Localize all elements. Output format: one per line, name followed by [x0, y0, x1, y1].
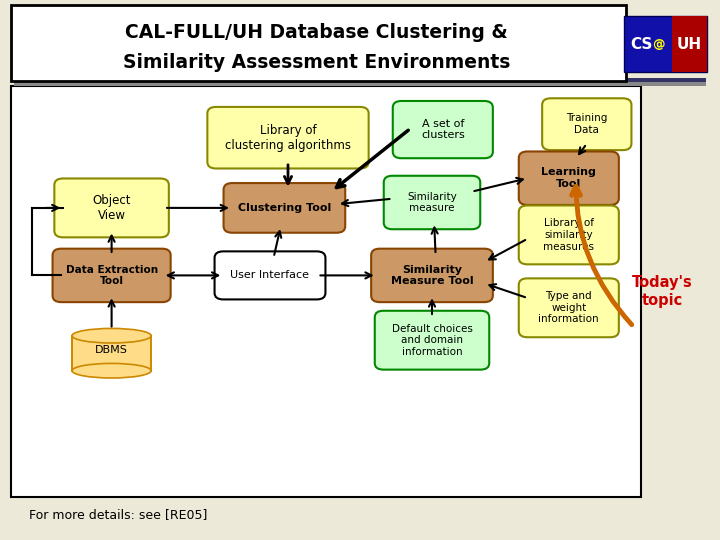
- Ellipse shape: [72, 328, 151, 343]
- Text: Training
Data: Training Data: [566, 113, 608, 135]
- FancyBboxPatch shape: [518, 151, 619, 205]
- FancyBboxPatch shape: [223, 183, 346, 233]
- Text: Today's
topic: Today's topic: [632, 275, 693, 308]
- Text: Library of
similarity
measures: Library of similarity measures: [544, 218, 594, 252]
- Text: UH: UH: [677, 37, 702, 52]
- FancyBboxPatch shape: [384, 176, 480, 229]
- Text: @: @: [652, 38, 665, 51]
- Text: Library of
clustering algorithms: Library of clustering algorithms: [225, 124, 351, 152]
- FancyBboxPatch shape: [672, 16, 707, 72]
- Text: Learning
Tool: Learning Tool: [541, 167, 596, 189]
- FancyBboxPatch shape: [372, 248, 492, 302]
- FancyBboxPatch shape: [518, 279, 619, 337]
- Text: A set of
clusters: A set of clusters: [421, 119, 464, 140]
- Text: Similarity Assessment Environments: Similarity Assessment Environments: [123, 52, 510, 72]
- FancyBboxPatch shape: [53, 248, 171, 302]
- Ellipse shape: [72, 363, 151, 378]
- Text: Default choices
and domain
information: Default choices and domain information: [392, 323, 472, 357]
- Bar: [14, 78, 706, 82]
- FancyBboxPatch shape: [207, 107, 369, 168]
- Text: DBMS: DBMS: [95, 345, 128, 355]
- Text: Object
View: Object View: [92, 194, 131, 222]
- Text: Similarity
Measure Tool: Similarity Measure Tool: [391, 265, 473, 286]
- FancyBboxPatch shape: [215, 252, 325, 299]
- Bar: [72, 336, 151, 370]
- FancyBboxPatch shape: [393, 101, 492, 158]
- FancyBboxPatch shape: [518, 206, 619, 265]
- FancyBboxPatch shape: [624, 16, 707, 72]
- FancyBboxPatch shape: [374, 311, 490, 369]
- Text: User Interface: User Interface: [230, 271, 310, 280]
- Text: Data Extraction
Tool: Data Extraction Tool: [66, 265, 158, 286]
- Bar: [14, 82, 706, 86]
- FancyBboxPatch shape: [55, 178, 168, 238]
- Text: CS: CS: [631, 37, 653, 52]
- FancyBboxPatch shape: [542, 98, 631, 150]
- Text: Type and
weight
information: Type and weight information: [539, 291, 599, 325]
- Text: CAL-FULL/UH Database Clustering &: CAL-FULL/UH Database Clustering &: [125, 23, 508, 42]
- Text: For more details: see [RE05]: For more details: see [RE05]: [29, 508, 207, 521]
- FancyBboxPatch shape: [11, 86, 641, 497]
- Text: Similarity
measure: Similarity measure: [407, 192, 457, 213]
- Text: Clustering Tool: Clustering Tool: [238, 203, 331, 213]
- FancyBboxPatch shape: [11, 5, 626, 81]
